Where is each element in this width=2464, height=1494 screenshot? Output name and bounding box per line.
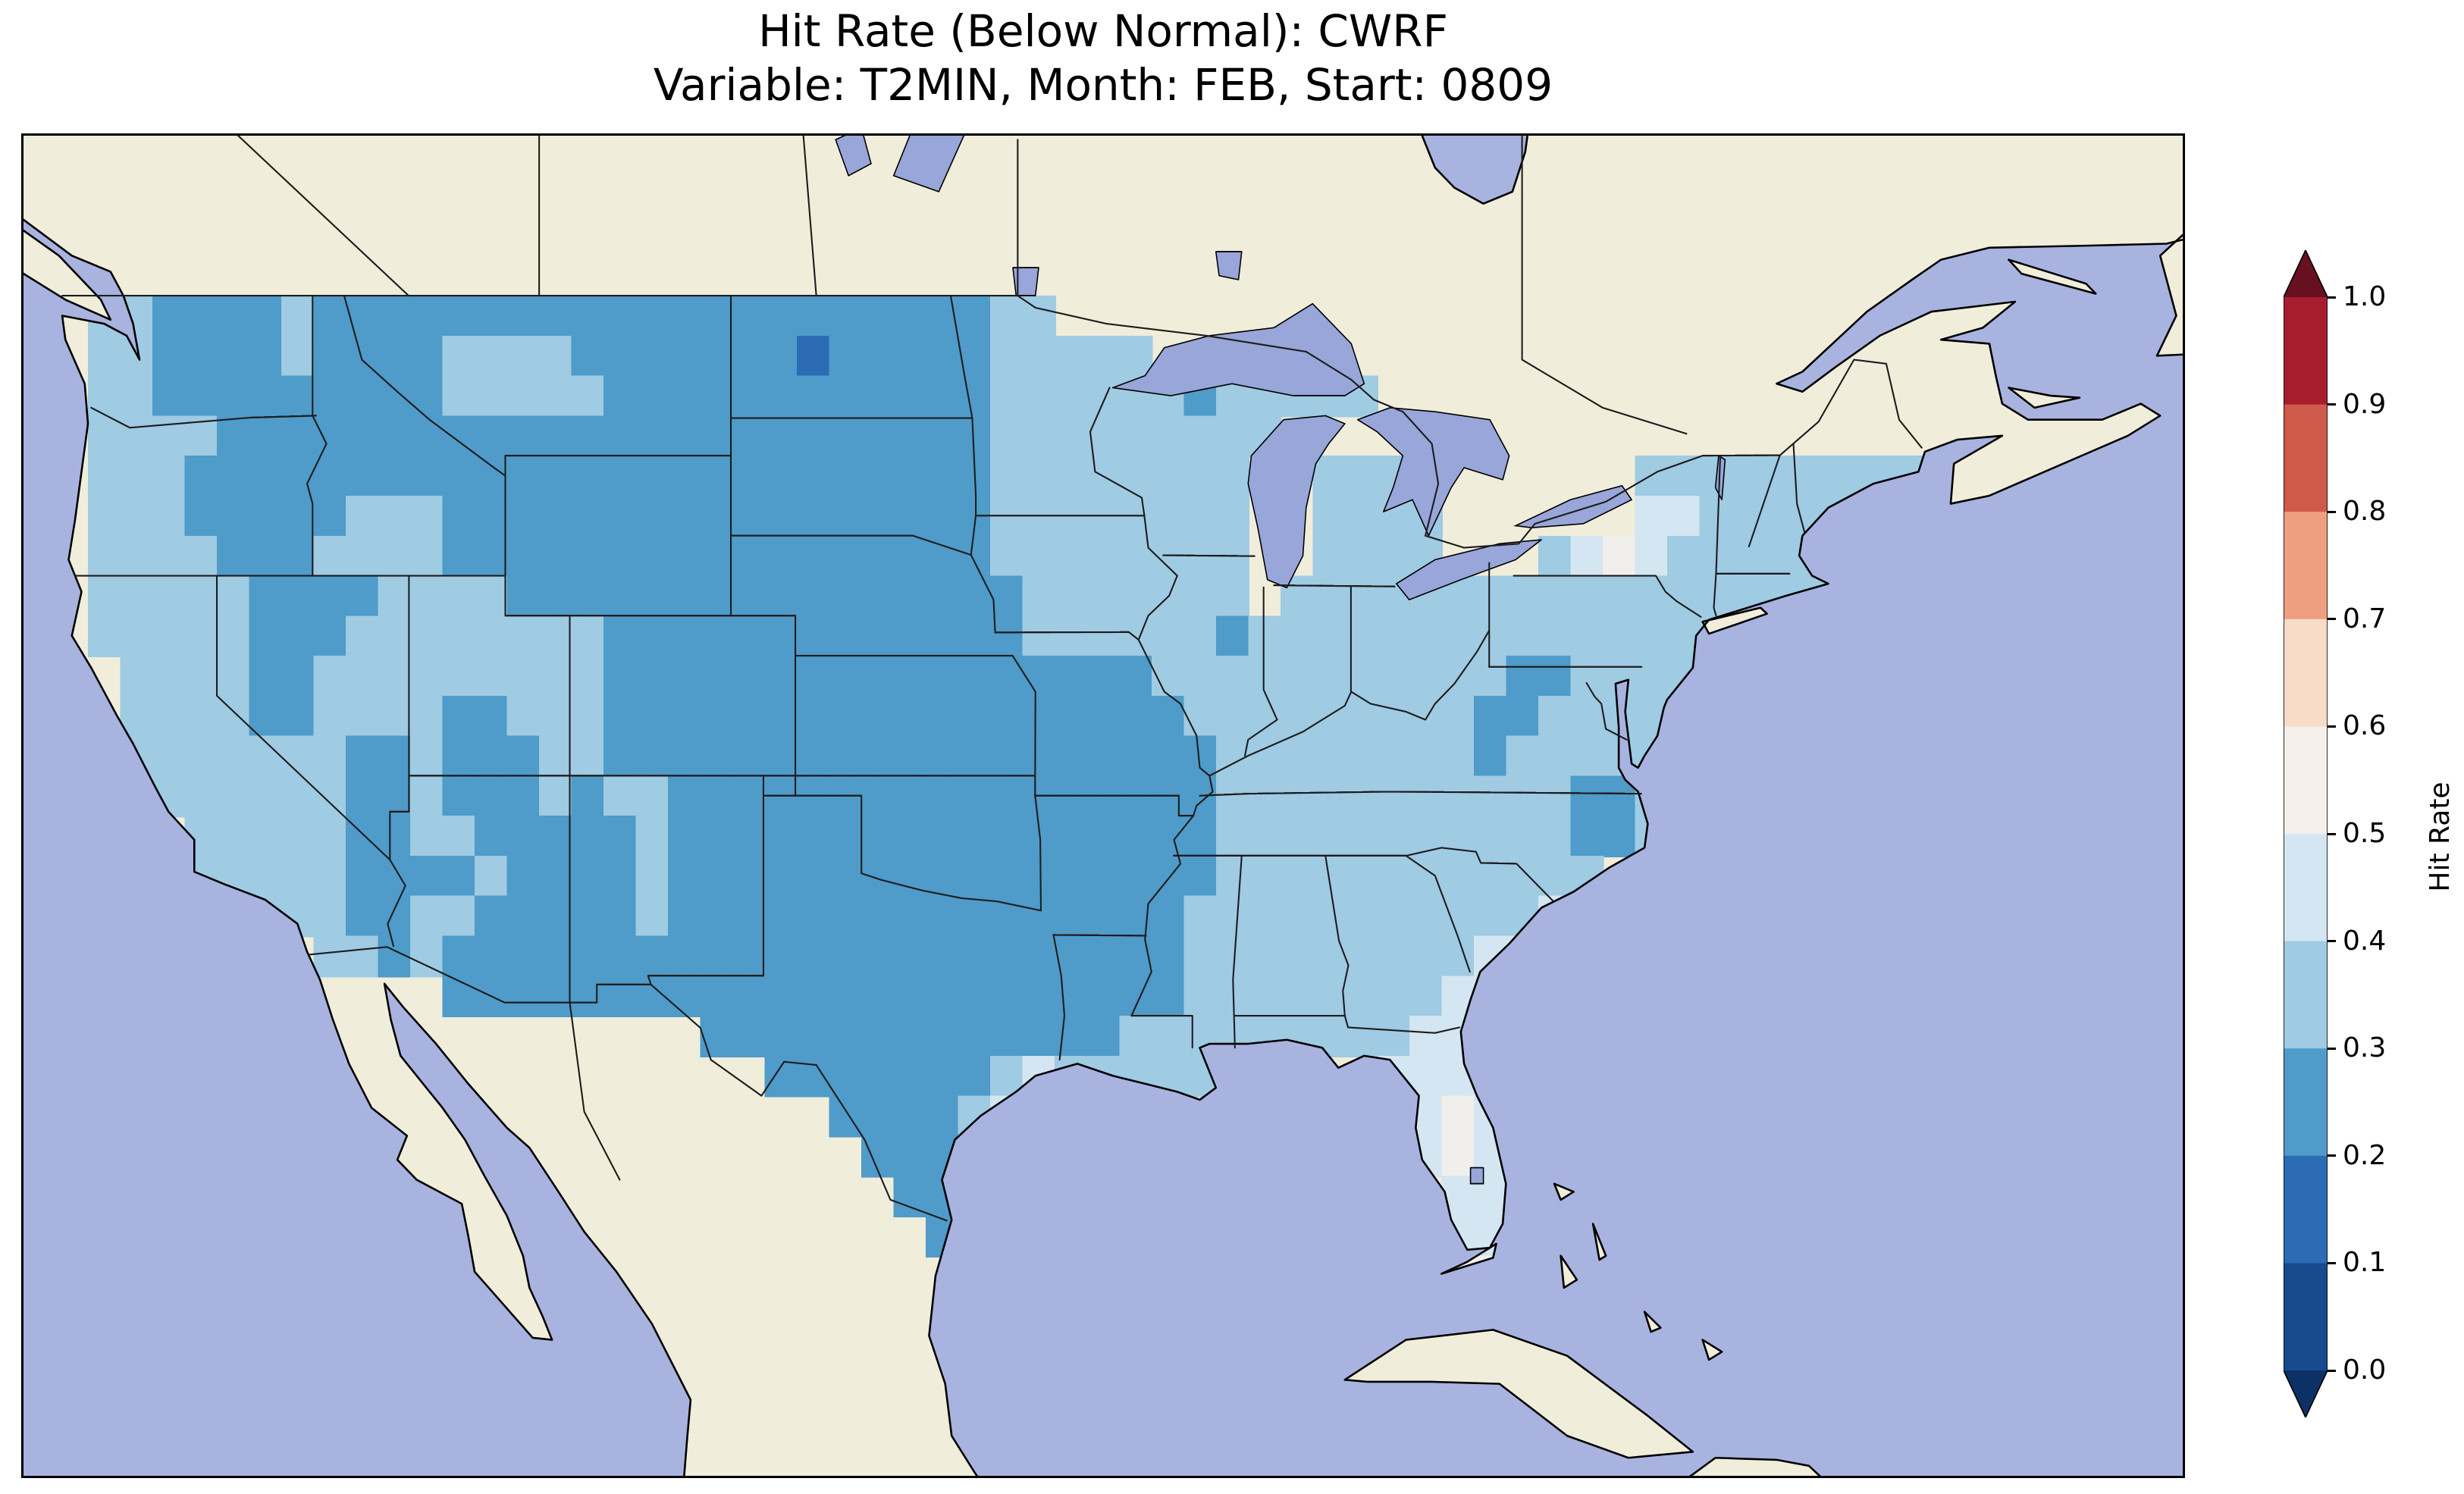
colorbar-tick bbox=[2328, 1047, 2336, 1050]
colorbar-tick-label: 1.0 bbox=[2343, 281, 2387, 312]
colorbar-tick bbox=[2328, 832, 2336, 835]
colorbar-tick-label: 0.0 bbox=[2343, 1355, 2387, 1386]
colorbar-tick bbox=[2328, 618, 2336, 621]
colorbar-tick bbox=[2328, 940, 2336, 943]
colorbar-tick-label: 0.7 bbox=[2343, 603, 2387, 634]
colorbar-tick bbox=[2328, 403, 2336, 406]
colorbar-tick-label: 0.1 bbox=[2343, 1247, 2387, 1279]
colorbar-tick bbox=[2328, 510, 2336, 513]
colorbar-tick-label: 0.6 bbox=[2343, 710, 2387, 742]
colorbar: 1.0 0.9 0.8 0.7 0.6 0.5 0.4 0.3 0.2 0.1 0.0 bbox=[2284, 250, 2464, 1424]
colorbar-tick bbox=[2328, 1154, 2336, 1157]
colorbar-tick bbox=[2328, 1369, 2336, 1372]
us-hit-rate-map bbox=[24, 136, 2183, 1476]
colorbar-tick-label: 0.8 bbox=[2343, 496, 2387, 528]
colorbar-swatch bbox=[2284, 250, 2328, 1417]
colorbar-tick-label: 0.5 bbox=[2343, 818, 2387, 849]
map-frame bbox=[21, 133, 2185, 1478]
colorbar-axis-label: Hit Rate bbox=[2425, 781, 2456, 892]
colorbar-tick bbox=[2328, 296, 2336, 299]
title-line-1: Hit Rate (Below Normal): CWRF bbox=[758, 5, 1448, 57]
colorbar-tick-label: 0.4 bbox=[2343, 925, 2387, 957]
title-line-2: Variable: T2MIN, Month: FEB, Start: 0809 bbox=[653, 58, 1553, 111]
colorbar-tick-label: 0.9 bbox=[2343, 388, 2387, 420]
colorbar-tick bbox=[2328, 1261, 2336, 1264]
figure-title: Hit Rate (Below Normal): CWRF Variable: … bbox=[21, 5, 2185, 112]
colorbar-tick-label: 0.3 bbox=[2343, 1032, 2387, 1064]
colorbar-tick bbox=[2328, 725, 2336, 728]
colorbar-tick-label: 0.2 bbox=[2343, 1139, 2387, 1171]
